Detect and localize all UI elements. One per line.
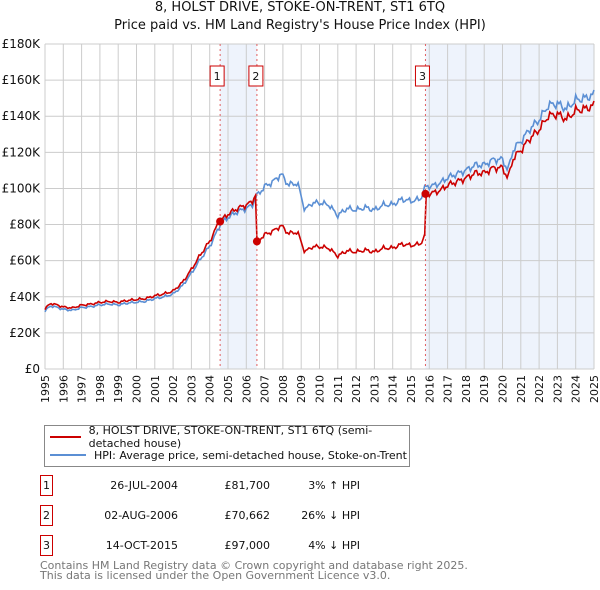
sale-label: 3 bbox=[419, 70, 426, 83]
x-tick-label: 2019 bbox=[478, 375, 491, 403]
x-tick-label: 1999 bbox=[112, 375, 125, 403]
x-tick-label: 2024 bbox=[570, 375, 583, 403]
y-tick-label: £160K bbox=[2, 73, 42, 87]
x-tick-label: 2005 bbox=[222, 375, 235, 403]
y-tick-label: £0 bbox=[25, 362, 40, 376]
legend-label-property: 8, HOLST DRIVE, STOKE-ON-TRENT, ST1 6TQ … bbox=[88, 424, 373, 450]
legend-label-hpi: HPI: Average price, semi-detached house,… bbox=[94, 448, 407, 462]
x-tick-label: 2015 bbox=[405, 375, 418, 403]
x-tick-label: 2014 bbox=[387, 375, 400, 403]
x-tick-label: 2025 bbox=[588, 375, 600, 403]
x-tick-label: 2017 bbox=[442, 375, 455, 403]
x-tick-label: 1996 bbox=[57, 375, 70, 403]
footer: Contains HM Land Registry data © Crown c… bbox=[40, 559, 468, 582]
transaction-hpi-diff: 26% ↓ HPI bbox=[301, 509, 360, 522]
x-tick-label: 2021 bbox=[515, 375, 528, 403]
sale-point bbox=[252, 237, 261, 246]
x-tick-label: 2007 bbox=[259, 375, 272, 403]
y-tick-label: £20K bbox=[9, 326, 41, 340]
y-tick-label: £180K bbox=[2, 37, 42, 51]
y-tick-label: £40K bbox=[9, 290, 41, 304]
y-tick-label: £100K bbox=[2, 181, 42, 195]
x-tick-label: 1997 bbox=[76, 375, 89, 403]
legend-item-property: 8, HOLST DRIVE, STOKE-ON-TRENT, ST1 6TQ … bbox=[45, 424, 409, 450]
sale-label: 1 bbox=[214, 70, 221, 83]
transaction-marker: 2 bbox=[40, 505, 53, 526]
hpi-line bbox=[44, 89, 595, 313]
transaction-date: 14-OCT-2015 bbox=[105, 539, 178, 552]
x-tick-label: 2020 bbox=[497, 375, 510, 403]
x-tick-label: 2008 bbox=[277, 375, 290, 403]
property-price-line bbox=[44, 100, 595, 310]
footer-copyright: Contains HM Land Registry data © Crown c… bbox=[40, 559, 468, 572]
x-tick-label: 2013 bbox=[368, 375, 381, 403]
sale-label-box bbox=[209, 65, 225, 87]
x-tick-label: 2010 bbox=[314, 375, 327, 403]
legend-swatch-red bbox=[50, 436, 81, 438]
ownership-shade bbox=[425, 44, 594, 369]
x-tick-label: 2022 bbox=[533, 375, 546, 403]
legend: 8, HOLST DRIVE, STOKE-ON-TRENT, ST1 6TQ … bbox=[44, 424, 410, 467]
x-tick-label: 1998 bbox=[94, 375, 107, 403]
sale-point bbox=[421, 189, 430, 198]
transaction-hpi-diff: 3% ↑ HPI bbox=[308, 479, 360, 492]
footer-licence: This data is licensed under the Open Gov… bbox=[40, 569, 391, 582]
legend-swatch-blue bbox=[50, 454, 86, 456]
sale-label-box bbox=[248, 65, 264, 87]
y-tick-label: £120K bbox=[2, 145, 42, 159]
x-tick-label: 2006 bbox=[240, 375, 253, 403]
chart-title-line1: 8, HOLST DRIVE, STOKE-ON-TRENT, ST1 6TQ bbox=[154, 0, 446, 15]
x-tick-label: 2009 bbox=[295, 375, 308, 403]
transaction-marker: 1 bbox=[40, 475, 53, 496]
transaction-price: £97,000 bbox=[224, 539, 271, 552]
x-tick-label: 2018 bbox=[460, 375, 473, 403]
y-tick-label: £140K bbox=[2, 109, 42, 123]
x-tick-label: 1995 bbox=[39, 375, 52, 403]
transaction-price: £70,662 bbox=[224, 509, 271, 522]
x-tick-label: 2004 bbox=[204, 375, 217, 403]
price-chart: 1995 1996 1997 1998 1999 2000 2001 2002 2003 2004… bbox=[2, 37, 600, 403]
transaction-price: £81,700 bbox=[224, 479, 271, 492]
x-tick-label: 2016 bbox=[423, 375, 436, 403]
transaction-marker: 3 bbox=[40, 535, 53, 556]
x-tick-label: 2002 bbox=[167, 375, 180, 403]
x-tick-label: 2001 bbox=[149, 375, 162, 403]
sale-label-box bbox=[414, 65, 430, 87]
x-tick-label: 2023 bbox=[551, 375, 564, 403]
transaction-date: 26-JUL-2004 bbox=[110, 479, 178, 492]
x-tick-label: 2003 bbox=[185, 375, 198, 403]
y-tick-label: £60K bbox=[9, 254, 41, 268]
transaction-date: 02-AUG-2006 bbox=[104, 509, 178, 522]
sale-label: 2 bbox=[252, 70, 259, 83]
x-tick-label: 2000 bbox=[131, 375, 144, 403]
chart-title-line2: Price paid vs. HM Land Registry's House … bbox=[114, 18, 486, 33]
x-tick-label: 2011 bbox=[332, 375, 345, 403]
x-tick-label: 2012 bbox=[350, 375, 363, 403]
y-tick-label: £80K bbox=[9, 218, 41, 232]
transaction-hpi-diff: 4% ↓ HPI bbox=[308, 539, 360, 552]
legend-item-hpi: HPI: Average price, semi-detached house,… bbox=[45, 447, 407, 463]
sale-point bbox=[216, 217, 225, 226]
